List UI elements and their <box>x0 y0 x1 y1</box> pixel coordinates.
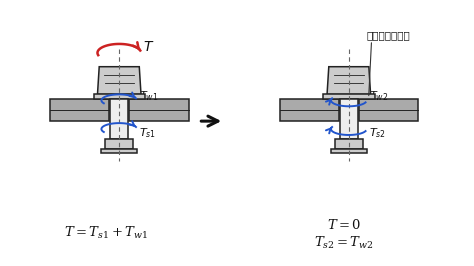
Bar <box>129 99 189 121</box>
Bar <box>105 139 133 149</box>
Bar <box>323 94 374 99</box>
Text: $T$: $T$ <box>143 40 155 54</box>
Text: $T_{s1}$: $T_{s1}$ <box>139 126 156 140</box>
Polygon shape <box>327 67 371 94</box>
Text: $T_{w1}$: $T_{w1}$ <box>139 89 158 103</box>
Polygon shape <box>98 67 141 94</box>
Bar <box>110 99 128 139</box>
Text: $T = T_{s1} + T_{w1}$: $T = T_{s1} + T_{w1}$ <box>64 225 148 241</box>
Text: 向きが反転する: 向きが反転する <box>366 30 410 40</box>
Text: $T_{w2}$: $T_{w2}$ <box>369 89 388 103</box>
Bar <box>331 149 366 153</box>
Bar <box>101 149 137 153</box>
Bar <box>93 94 145 99</box>
Text: $T_{s2}$: $T_{s2}$ <box>369 126 386 140</box>
Bar <box>50 99 109 121</box>
Text: $T = 0$: $T = 0$ <box>327 218 361 232</box>
Bar <box>280 99 339 121</box>
Bar <box>359 99 418 121</box>
Bar <box>340 99 358 139</box>
Text: $T_{s2} = T_{w2}$: $T_{s2} = T_{w2}$ <box>314 235 374 251</box>
Bar <box>335 139 363 149</box>
